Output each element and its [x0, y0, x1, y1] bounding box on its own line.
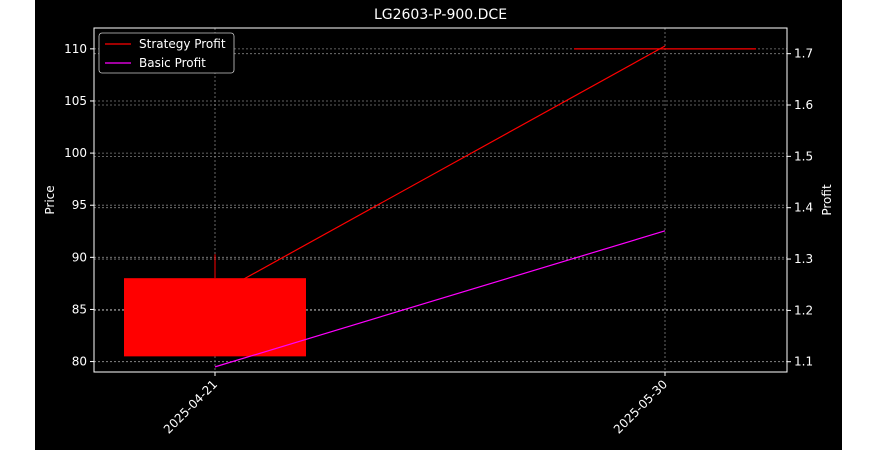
y-left-tick-label: 105 — [64, 94, 87, 108]
y-left-tick-label: 110 — [64, 42, 87, 56]
y-axis-left-label: Price — [43, 185, 57, 214]
y-axis-right-label: Profit — [820, 184, 834, 216]
chart-svg: 80 85 90 95 100 105 110 1.1 1.2 1.3 1.4 1.5 1.6 1.7 20… — [43, 7, 834, 436]
legend-label: Strategy Profit — [139, 37, 226, 51]
legend-label: Basic Profit — [139, 56, 206, 70]
y-right-tick-label: 1.1 — [794, 355, 813, 369]
y-right-tick-label: 1.3 — [794, 252, 813, 266]
y-left-tick-label: 90 — [72, 250, 87, 264]
y-right-tick-label: 1.7 — [794, 47, 813, 61]
x-tick-label: 2025-04-21 — [161, 377, 220, 436]
legend: Strategy Profit Basic Profit — [98, 32, 235, 74]
profit-series — [214, 45, 666, 368]
y-right-tick-label: 1.6 — [794, 98, 813, 112]
y-left-tick-label: 100 — [64, 146, 87, 160]
chart-title: LG2603-P-900.DCE — [374, 7, 507, 23]
y-left-tick-label: 80 — [72, 355, 87, 369]
series-line-strategy-profit — [214, 45, 666, 296]
y-left-tick-label: 85 — [72, 302, 87, 316]
axes-frame — [93, 27, 788, 373]
chart-figure: 80 85 90 95 100 105 110 1.1 1.2 1.3 1.4 1.5 1.6 1.7 20… — [35, 0, 842, 450]
y-right-tick-label: 1.2 — [794, 303, 813, 317]
series-line-basic-profit — [214, 230, 666, 368]
candles — [124, 48, 756, 357]
legend-frame — [98, 32, 235, 74]
y-left-tick-label: 95 — [72, 198, 87, 212]
y-right-tick-label: 1.4 — [794, 201, 813, 215]
candle-body — [124, 278, 306, 357]
x-tick-label: 2025-05-30 — [611, 377, 670, 436]
y-right-tick-label: 1.5 — [794, 149, 813, 163]
